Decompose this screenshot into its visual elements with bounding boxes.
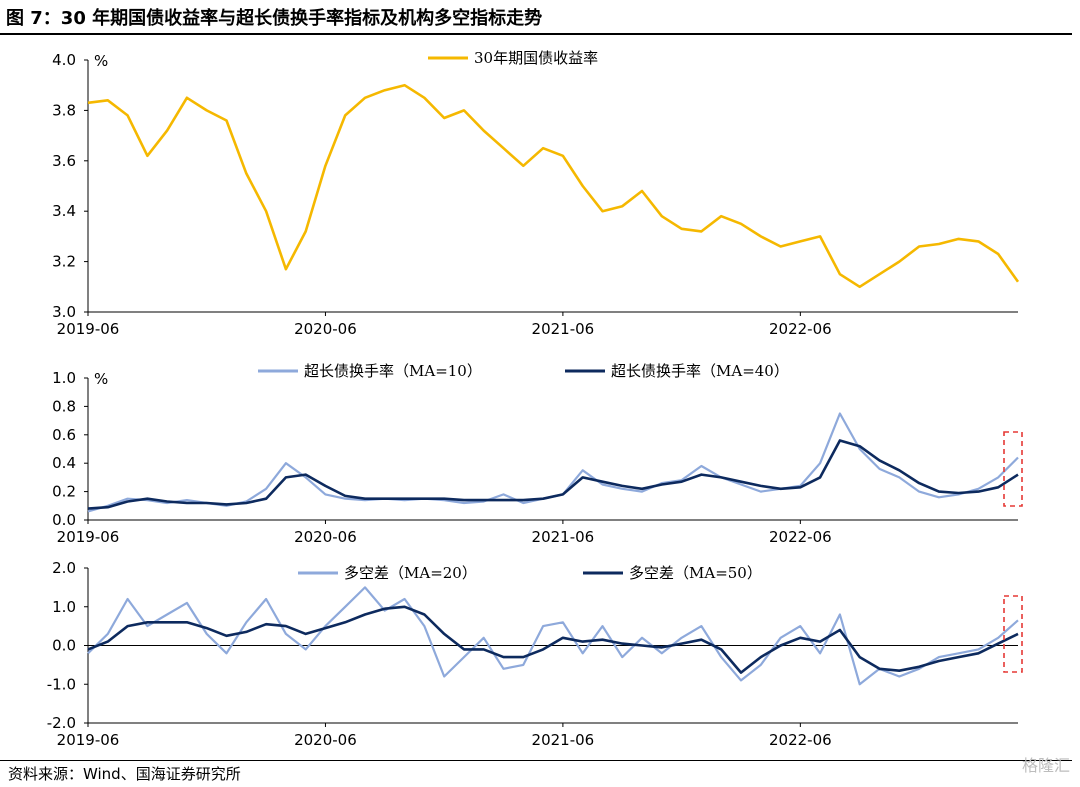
x-tick-label: 2022-06 <box>769 320 832 338</box>
x-tick-label: 2020-06 <box>294 528 357 546</box>
y-tick-label: 0.4 <box>52 454 76 472</box>
x-tick-label: 2022-06 <box>769 731 832 749</box>
x-tick-label: 2019-06 <box>57 528 120 546</box>
y-tick-label: -1.0 <box>47 675 76 693</box>
y-tick-label: 4.0 <box>52 51 76 69</box>
legend-label: 超长债换手率（MA=10） <box>304 362 482 380</box>
watermark-logo: 格隆汇 <box>1021 756 1070 775</box>
chart-panel-1: 4.0 3.8 3.6 3.4 3.2 3.0% 2019-06 2020-06 2021-06… <box>52 49 1020 338</box>
y-tick-label: 3.4 <box>52 202 76 220</box>
chart-panel-2: 1.0 0.8 0.6 0.4 0.2 0.0% 2019-06 2020-06 2021-06… <box>52 362 1023 546</box>
y-tick-label: 3.0 <box>52 303 76 321</box>
series-line-2 <box>87 605 1019 674</box>
figure-title: 图 7：30 年期国债收益率与超长债换手率指标及机构多空指标走势 <box>6 8 543 29</box>
highlight-box <box>1003 595 1023 673</box>
y-tick-label: 0.2 <box>52 483 76 501</box>
y-tick-label: 3.6 <box>52 152 76 170</box>
y-tick-label: 0.6 <box>52 426 76 444</box>
legend-label: 超长债换手率（MA=40） <box>611 362 789 380</box>
series-line-2 <box>87 439 1019 510</box>
x-tick-label: 2020-06 <box>294 320 357 338</box>
legend-label: 多空差（MA=20） <box>344 564 477 582</box>
highlight-box <box>1003 431 1023 507</box>
series-line-1 <box>87 83 1020 289</box>
y-unit-label: % <box>94 52 108 70</box>
x-tick-label: 2022-06 <box>769 528 832 546</box>
x-tick-label: 2019-06 <box>57 731 120 749</box>
legend-label: 多空差（MA=50） <box>629 564 762 582</box>
y-tick-label: 3.8 <box>52 101 76 119</box>
y-tick-label: 1.0 <box>52 369 76 387</box>
series-line-1 <box>87 586 1019 686</box>
y-unit-label: % <box>94 370 108 388</box>
y-tick-label: 2.0 <box>52 559 76 577</box>
title-rule <box>0 33 1072 35</box>
source-note: 资料来源：Wind、国海证券研究所 <box>8 765 241 783</box>
y-tick-label: 3.2 <box>52 253 76 271</box>
y-tick-label: -2.0 <box>47 714 76 732</box>
x-tick-label: 2021-06 <box>532 528 595 546</box>
x-tick-label: 2021-06 <box>532 320 595 338</box>
y-tick-label: 0.0 <box>52 511 76 529</box>
y-tick-label: 0.0 <box>52 637 76 655</box>
y-tick-label: 0.8 <box>52 397 76 415</box>
y-tick-label: 1.0 <box>52 598 76 616</box>
x-tick-label: 2021-06 <box>532 731 595 749</box>
footer-rule <box>0 760 1072 761</box>
x-tick-label: 2020-06 <box>294 731 357 749</box>
x-tick-label: 2019-06 <box>57 320 120 338</box>
legend-label: 30年期国债收益率 <box>474 49 598 67</box>
